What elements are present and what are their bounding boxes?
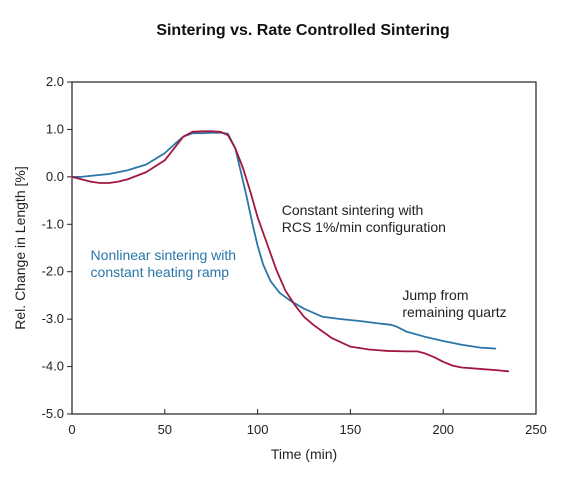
- annotation-line: remaining quartz: [402, 304, 506, 320]
- chart-title: Sintering vs. Rate Controlled Sintering: [156, 22, 449, 39]
- x-tick-label: 150: [340, 422, 362, 437]
- x-axis-ticks: 0 50 100 150 200 250: [68, 409, 547, 437]
- annotation-nonlinear-note: Nonlinear sintering with constant heating…: [91, 247, 237, 280]
- y-tick-label: 0.0: [46, 169, 64, 184]
- annotation-line: RCS 1%/min configuration: [282, 219, 446, 235]
- x-tick-label: 50: [158, 422, 172, 437]
- annotation-line: constant heating ramp: [91, 264, 230, 280]
- x-tick-label: 100: [247, 422, 269, 437]
- y-tick-label: -2.0: [42, 264, 64, 279]
- y-tick-label: 1.0: [46, 121, 64, 136]
- x-axis-label: Time (min): [271, 446, 337, 462]
- x-tick-label: 250: [525, 422, 547, 437]
- y-tick-label: -4.0: [42, 359, 64, 374]
- plot-area: 2.0 1.0 0.0 -1.0 -2.0 -3.0 -4.0 -5.0 0 50 100 150 2…: [42, 74, 547, 437]
- y-tick-label: -5.0: [42, 406, 64, 421]
- annotation-constant-note: Constant sintering with RCS 1%/min config…: [282, 202, 446, 235]
- annotation-line: Jump from: [402, 287, 468, 303]
- y-tick-label: 2.0: [46, 74, 64, 89]
- annotation-line: Constant sintering with: [282, 202, 424, 218]
- y-tick-label: -3.0: [42, 311, 64, 326]
- y-tick-label: -1.0: [42, 216, 64, 231]
- x-tick-label: 0: [68, 422, 75, 437]
- x-tick-label: 200: [432, 422, 454, 437]
- annotation-layer: Nonlinear sintering with constant heating…: [91, 202, 507, 320]
- plot-frame: [71, 81, 537, 415]
- y-axis-label: Rel. Change in Length [%]: [12, 166, 28, 329]
- series-layer: [71, 130, 510, 373]
- annotation-line: Nonlinear sintering with: [91, 247, 237, 263]
- y-axis-ticks: 2.0 1.0 0.0 -1.0 -2.0 -3.0 -4.0 -5.0: [42, 74, 72, 421]
- series-line-constant: [71, 130, 510, 373]
- series-line-nonlinear: [71, 131, 497, 350]
- annotation-jump-note: Jump from remaining quartz: [402, 287, 506, 320]
